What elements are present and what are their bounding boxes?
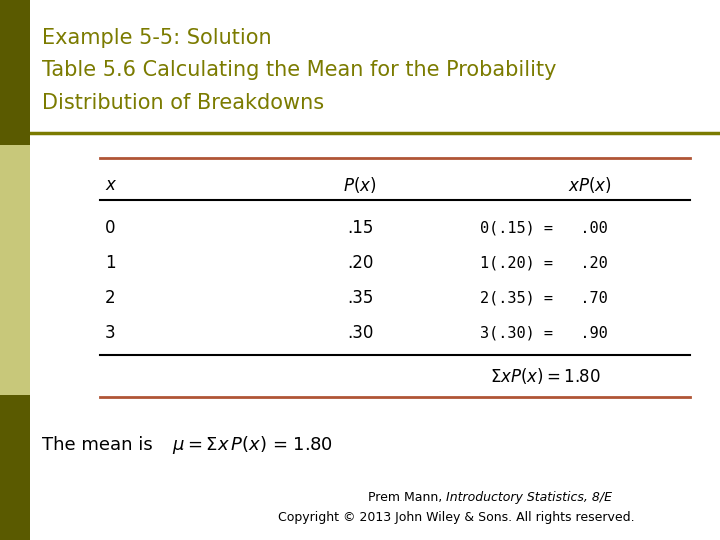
Text: The mean is: The mean is (42, 436, 164, 454)
Text: 2: 2 (105, 289, 116, 307)
Text: $xP(x)$: $xP(x)$ (568, 175, 612, 195)
Bar (0, 395, 30, 540)
Text: 1: 1 (105, 254, 116, 272)
Text: $\Sigma xP(x) = 1.80$: $\Sigma xP(x) = 1.80$ (490, 366, 601, 386)
Text: 0: 0 (105, 219, 115, 237)
Text: $P(x)$: $P(x)$ (343, 175, 377, 195)
Text: .35: .35 (347, 289, 373, 307)
Text: 1(.20) =   .20: 1(.20) = .20 (480, 255, 608, 271)
Text: Prem Mann,: Prem Mann, (368, 491, 446, 504)
Text: $\mu = \Sigma x\,P(x)$ = 1.80: $\mu = \Sigma x\,P(x)$ = 1.80 (172, 434, 333, 456)
Text: Copyright © 2013 John Wiley & Sons. All rights reserved.: Copyright © 2013 John Wiley & Sons. All … (278, 511, 635, 524)
Text: Table 5.6 Calculating the Mean for the Probability: Table 5.6 Calculating the Mean for the P… (42, 60, 557, 80)
Bar (0, 145, 30, 395)
Text: Introductory Statistics, 8/E: Introductory Statistics, 8/E (446, 491, 613, 504)
Text: 3(.30) =   .90: 3(.30) = .90 (480, 326, 608, 341)
Text: 3: 3 (105, 324, 116, 342)
Text: Example 5-5: Solution: Example 5-5: Solution (42, 28, 272, 48)
Text: 2(.35) =   .70: 2(.35) = .70 (480, 291, 608, 306)
Text: .30: .30 (347, 324, 373, 342)
Bar (0, 0, 30, 145)
Text: .20: .20 (347, 254, 373, 272)
Text: Distribution of Breakdowns: Distribution of Breakdowns (42, 93, 325, 113)
Text: $x$: $x$ (105, 176, 117, 194)
Text: .15: .15 (347, 219, 373, 237)
Text: 0(.15) =   .00: 0(.15) = .00 (480, 220, 608, 235)
